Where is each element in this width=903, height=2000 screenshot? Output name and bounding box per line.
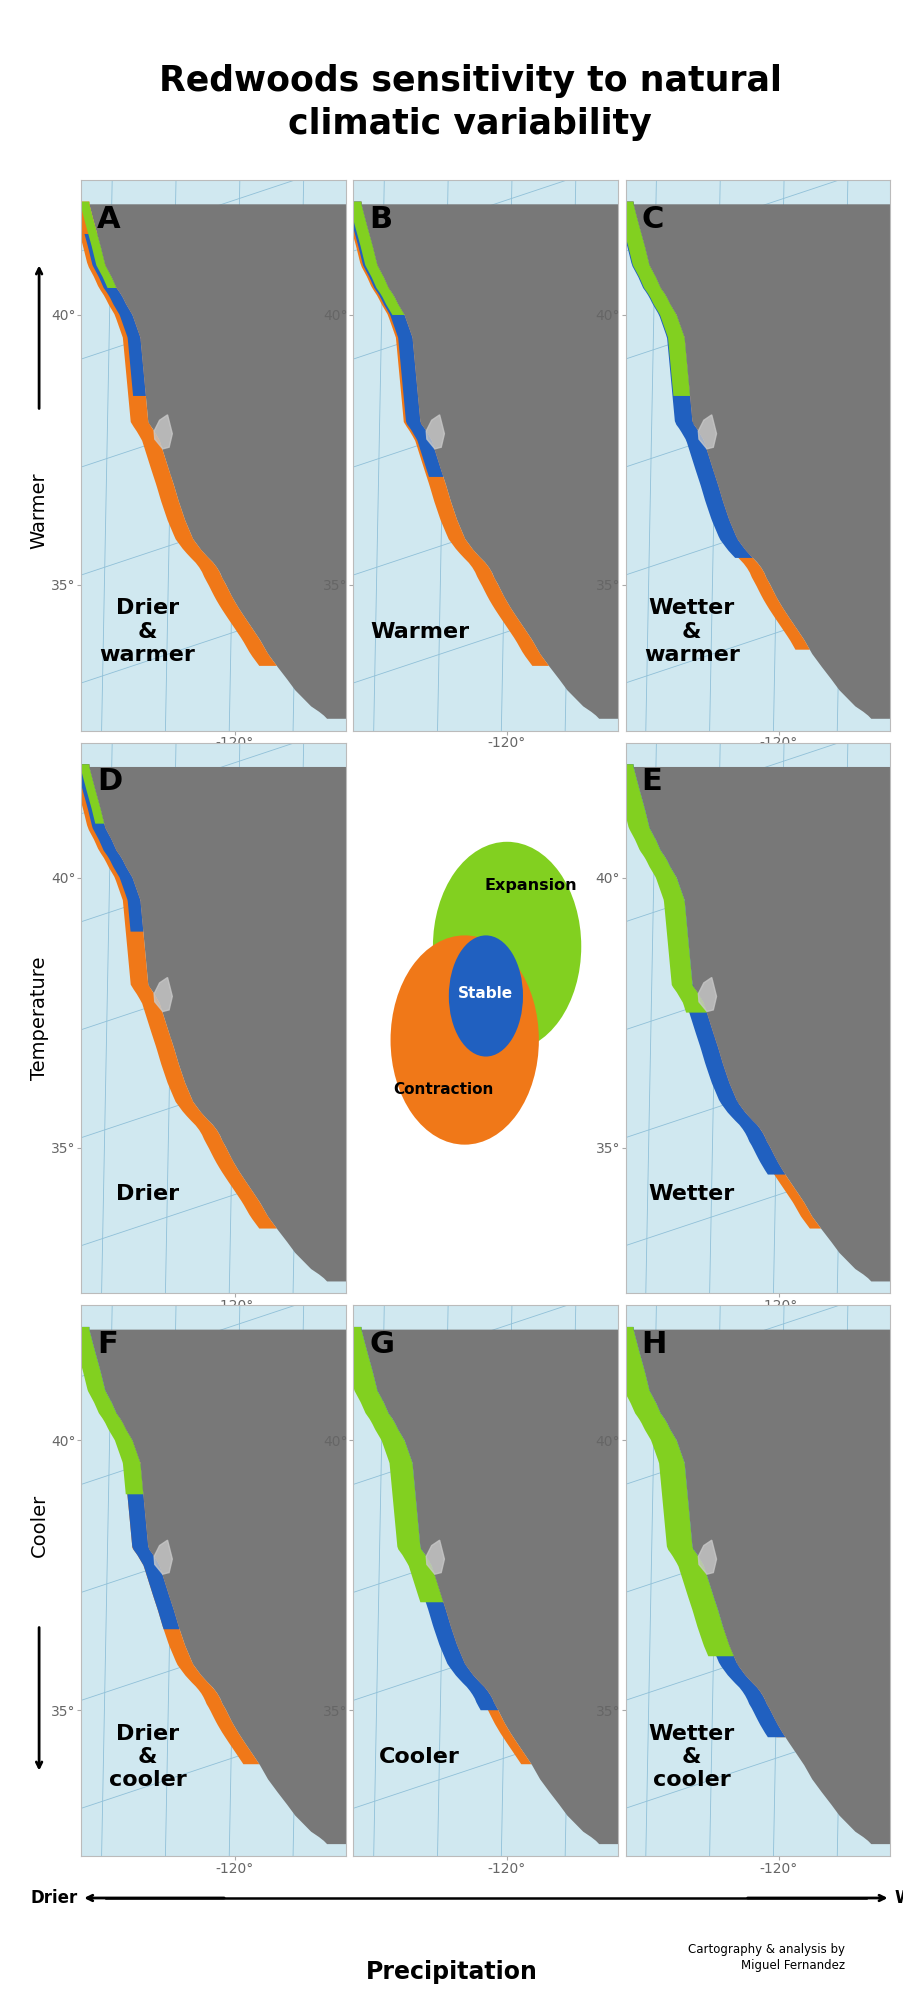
Text: G: G (369, 1330, 394, 1360)
Polygon shape (619, 202, 809, 650)
Text: Drier: Drier (116, 1184, 179, 1204)
Text: C: C (641, 204, 663, 234)
Polygon shape (349, 202, 404, 314)
Polygon shape (424, 1576, 531, 1764)
Polygon shape (84, 234, 145, 396)
Polygon shape (154, 414, 172, 448)
Polygon shape (681, 986, 820, 1228)
Polygon shape (615, 1326, 785, 1738)
Text: Drier
&
cooler: Drier & cooler (108, 1724, 186, 1790)
Polygon shape (633, 204, 889, 718)
Polygon shape (633, 1330, 889, 1844)
Text: Cooler: Cooler (30, 1494, 49, 1558)
Polygon shape (89, 204, 346, 718)
Text: F: F (98, 1330, 118, 1360)
Polygon shape (697, 414, 716, 448)
Polygon shape (615, 764, 785, 1174)
Text: Wetter: Wetter (648, 1184, 734, 1204)
Polygon shape (338, 1326, 442, 1602)
Text: Warmer: Warmer (30, 472, 49, 548)
Polygon shape (344, 202, 548, 666)
Polygon shape (73, 1326, 180, 1630)
Polygon shape (347, 202, 442, 476)
Ellipse shape (433, 842, 581, 1052)
Polygon shape (697, 978, 716, 1012)
Text: Stable: Stable (458, 986, 513, 1000)
Text: Expansion: Expansion (484, 878, 577, 894)
Polygon shape (80, 764, 104, 824)
Text: Cooler: Cooler (379, 1746, 460, 1766)
Polygon shape (608, 1326, 733, 1656)
Polygon shape (361, 204, 618, 718)
Text: Wetter
&
cooler: Wetter & cooler (648, 1724, 734, 1790)
Text: Drier
&
warmer: Drier & warmer (99, 598, 195, 664)
Text: Contraction: Contraction (393, 1082, 493, 1098)
Polygon shape (80, 202, 116, 288)
Text: H: H (641, 1330, 666, 1360)
Text: Redwoods sensitivity to natural
climatic variability: Redwoods sensitivity to natural climatic… (158, 64, 781, 142)
Text: Temperature: Temperature (30, 956, 49, 1080)
Text: E: E (641, 768, 662, 796)
Text: A: A (98, 204, 121, 234)
Text: B: B (369, 204, 392, 234)
Polygon shape (77, 764, 144, 932)
Text: Warmer: Warmer (369, 622, 469, 642)
Polygon shape (89, 1330, 346, 1844)
Polygon shape (714, 1630, 785, 1738)
Polygon shape (154, 978, 172, 1012)
Text: D: D (98, 768, 123, 796)
Polygon shape (697, 1540, 716, 1574)
Polygon shape (71, 1326, 144, 1494)
Polygon shape (89, 766, 346, 1282)
Polygon shape (154, 1540, 172, 1574)
Polygon shape (615, 202, 752, 558)
Text: Wetter: Wetter (893, 1888, 903, 1908)
Text: Cartography & analysis by
Miguel Fernandez: Cartography & analysis by Miguel Fernand… (687, 1944, 844, 1972)
Polygon shape (71, 202, 276, 666)
Text: Wetter
&
warmer: Wetter & warmer (643, 598, 739, 664)
Polygon shape (425, 414, 444, 448)
Ellipse shape (390, 936, 538, 1144)
Polygon shape (100, 1414, 259, 1764)
Polygon shape (612, 764, 706, 1012)
Polygon shape (361, 1330, 618, 1844)
Polygon shape (71, 764, 276, 1228)
Ellipse shape (448, 936, 523, 1056)
Text: Drier: Drier (30, 1888, 78, 1908)
Text: Precipitation: Precipitation (366, 1960, 537, 1984)
Polygon shape (343, 1326, 498, 1710)
Polygon shape (616, 202, 689, 396)
Polygon shape (425, 1540, 444, 1574)
Polygon shape (633, 766, 889, 1282)
